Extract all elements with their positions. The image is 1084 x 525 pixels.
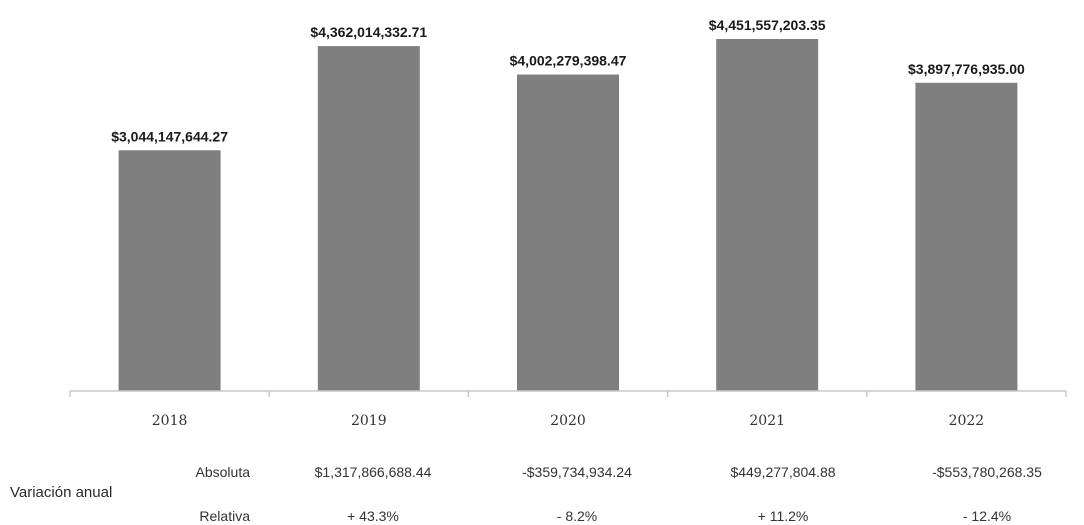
bar-2021 [716,39,819,391]
relativa-row-label: Relativa [199,508,250,524]
data-label-2019: $4,362,014,332.71 [310,24,427,40]
absoluta-value-2020: -$359,734,934.24 [522,464,632,480]
bar-chart: $3,044,147,644.27 2018 $4,362,014,332.71 20… [69,17,1067,429]
relativa-value-2019: + 43.3% [347,508,399,524]
tick-marks-layer [69,391,1067,397]
bar-2018 [118,150,221,391]
labels-layer: $3,044,147,644.27 2018 $4,362,014,332.71 20… [111,17,1025,429]
data-label-2021: $4,451,557,203.35 [709,17,826,33]
absoluta-row-label: Absoluta [195,464,250,480]
relativa-value-2020: - 8.2% [556,508,598,524]
data-label-2022: $3,897,776,935.00 [908,61,1025,77]
relativa-value-2022: - 12.4% [962,508,1012,524]
x-tick-label-2021: 2021 [749,413,785,429]
variacion-anual-title: Variación anual [10,484,113,501]
bar-2020 [517,74,619,392]
data-label-2018: $3,044,147,644.27 [111,128,228,144]
bar-2019 [317,46,420,391]
absoluta-value-2021: $449,277,804.88 [730,464,836,480]
bar-2022 [915,82,1018,392]
relativa-value-2021: + 11.2% [757,508,809,524]
absoluta-value-2019: $1,317,866,688.44 [314,464,432,480]
absoluta-value-2022: -$553,780,268.35 [932,464,1042,480]
x-tick-label-2018: 2018 [152,413,188,429]
bars-layer [118,39,1018,392]
x-tick-label-2022: 2022 [949,413,985,429]
data-label-2020: $4,002,279,398.47 [510,53,627,69]
x-tick-label-2020: 2020 [550,413,586,429]
x-tick-label-2019: 2019 [351,413,387,429]
